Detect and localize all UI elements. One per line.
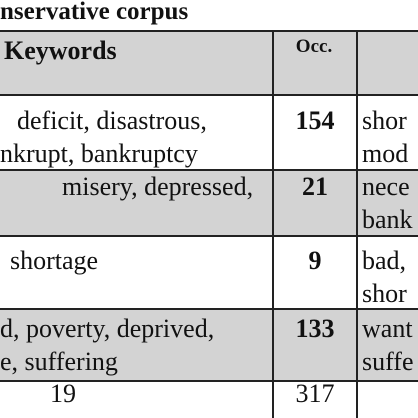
keyword-text: 19 (50, 379, 76, 408)
occurrence: 9 (308, 246, 322, 275)
keyword-text: deficit, disastrous, (17, 106, 207, 135)
rule (0, 235, 418, 237)
keyword-text: e, suffering (0, 347, 118, 376)
rule (0, 94, 418, 96)
table-title: nservative corpus (0, 0, 189, 25)
rule (0, 30, 418, 32)
row-bg (0, 171, 418, 235)
next-column-text: mod (362, 139, 409, 168)
next-column-text: shor (362, 279, 407, 308)
occurrence: 154 (295, 106, 335, 135)
next-column-text: bank (362, 205, 413, 234)
keyword-text: nkrupt, bankruptcy (0, 139, 198, 168)
next-column-text: want (362, 314, 413, 343)
rule (0, 308, 418, 310)
row-bg (0, 310, 418, 380)
next-column-text: bad, (362, 246, 407, 275)
rule (272, 30, 274, 418)
column-header: Occ. (295, 36, 333, 57)
keyword-text: misery, depressed, (62, 172, 254, 201)
next-column-text: shor (362, 106, 407, 135)
next-column-text: nece (362, 172, 410, 201)
occurrence: 317 (295, 379, 335, 408)
rule (0, 380, 418, 382)
occurrence: 133 (295, 314, 335, 343)
rule (356, 30, 358, 418)
keyword-text: d, poverty, deprived, (0, 314, 215, 343)
keyword-text: shortage (10, 246, 99, 275)
next-column-text: suffe (362, 347, 414, 376)
rule (0, 169, 418, 171)
column-header: Keywords (4, 36, 117, 65)
occurrence: 21 (302, 172, 328, 201)
header-bg (0, 32, 418, 94)
